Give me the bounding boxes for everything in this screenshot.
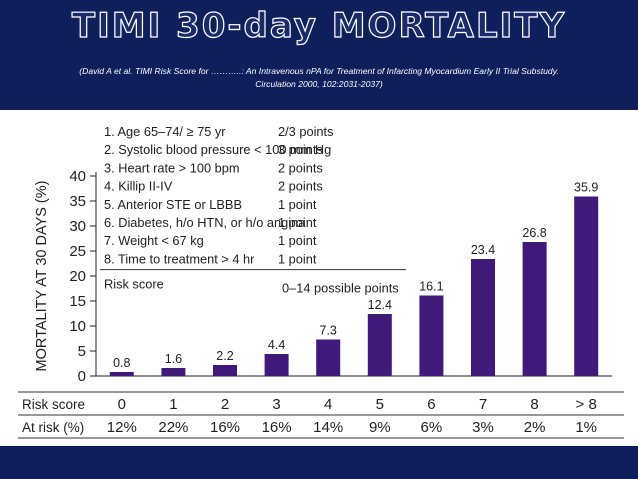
- legend-item-points: 1 point: [278, 251, 317, 266]
- table-cell: 2%: [524, 419, 546, 436]
- legend-item-points: 2/3 points: [278, 124, 334, 139]
- y-tick-label: 35: [69, 193, 86, 210]
- bottom-band: [0, 446, 638, 479]
- table-cell: > 8: [576, 396, 597, 413]
- table-cell: 9%: [369, 419, 391, 436]
- legend-item-label: 3. Heart rate > 100 bpm: [104, 160, 240, 175]
- bar: [213, 365, 237, 376]
- bar: [161, 368, 186, 376]
- bar-value-label: 23.4: [471, 243, 495, 257]
- table-cell: 4: [324, 396, 332, 413]
- legend-item-points: 2 points: [278, 179, 323, 194]
- y-tick-label: 10: [69, 318, 86, 335]
- bar-value-label: 2.2: [216, 349, 233, 363]
- slide-title: TIMI 30-day MORTALITY: [71, 5, 567, 46]
- legend-item-label: 4. Killip II-IV: [104, 179, 173, 194]
- y-axis-label: MORTALITY AT 30 DAYS (%): [34, 181, 50, 372]
- table-cell: 6: [427, 396, 435, 413]
- bars: 0.8 1.6 2.2 4.4 7.3 12.4 16.1 23.4 26.8 35.9: [109, 181, 599, 376]
- legend-item-label: 8. Time to treatment > 4 hr: [104, 251, 255, 266]
- y-tick-label: 5: [78, 343, 86, 360]
- legend-item-label: 1. Age 65–74/ ≥ 75 yr: [104, 124, 226, 139]
- table-cell: 12%: [107, 419, 137, 436]
- table-cell: 5: [376, 396, 384, 413]
- bar-value-label: 26.8: [522, 226, 546, 240]
- y-tick-label: 30: [69, 218, 86, 235]
- bar-value-label: 0.8: [113, 356, 130, 370]
- legend-item-points: 1 point: [278, 197, 317, 212]
- table-cell: 3: [272, 396, 280, 413]
- risk-factor-legend: 1. Age 65–74/ ≥ 75 yr 2/3 points 2. Systol…: [100, 124, 406, 296]
- citation-line-1: (David A et al. TIMI Risk Score for ……….…: [79, 66, 559, 76]
- y-tick-label: 15: [69, 293, 86, 310]
- table-row-label: At risk (%): [22, 420, 84, 435]
- bar: [419, 295, 444, 376]
- legend-item-label: 5. Anterior STE or LBBB: [104, 197, 242, 212]
- bar: [264, 354, 289, 376]
- table-cell: 3%: [472, 419, 494, 436]
- bar-value-label: 16.1: [419, 280, 443, 294]
- table-cell: 16%: [262, 419, 292, 436]
- bar: [367, 314, 392, 376]
- table-cell: 2: [221, 396, 229, 413]
- legend-footer-label: Risk score: [104, 277, 164, 292]
- y-tick-label: 0: [78, 368, 86, 385]
- bar-value-label: 1.6: [165, 352, 182, 366]
- table-cell: 1: [169, 396, 177, 413]
- legend-item-points: 2 points: [278, 160, 323, 175]
- table-cell: 1%: [575, 419, 597, 436]
- bar: [316, 339, 341, 376]
- legend-item-points: 1 point: [278, 215, 317, 230]
- table-cell: 0: [118, 396, 126, 413]
- y-tick-label: 40: [69, 168, 86, 185]
- chart-panel: 0 5 10 15 20 25 30 35 40 MORTALITY AT 30 DAYS (%)…: [0, 110, 638, 446]
- bar-value-label: 35.9: [574, 181, 598, 195]
- citation: (David A et al. TIMI Risk Score for ……….…: [0, 65, 638, 91]
- legend-item-points: 1 point: [278, 233, 317, 248]
- y-tick-label: 25: [69, 243, 86, 260]
- y-axis: 0 5 10 15 20 25 30 35 40 MORTALITY AT 30 DAYS (%): [34, 168, 612, 385]
- legend-item-label: 7. Weight < 67 kg: [104, 233, 204, 248]
- legend-footer-value: 0–14 possible points: [282, 281, 399, 296]
- citation-line-2: Circulation 2000, 102:2031-2037): [255, 79, 383, 89]
- bar-value-label: 4.4: [268, 338, 285, 352]
- table-cell: 6%: [421, 419, 443, 436]
- legend-item-points: 3 points: [278, 142, 323, 157]
- table-cell: 8: [530, 396, 538, 413]
- bar: [574, 196, 599, 376]
- legend-item-label: 6. Diabetes, h/o HTN, or h/o angina: [104, 215, 306, 230]
- bar: [522, 242, 547, 376]
- risk-table: Risk score 0 1 2 3 4 5 6 7 8 > 8 At risk (%) 12% 22% 1…: [18, 391, 624, 439]
- table-cell: 16%: [210, 419, 240, 436]
- y-tick-label: 20: [69, 268, 86, 285]
- bar-value-label: 7.3: [320, 324, 337, 338]
- table-cell: 14%: [313, 419, 343, 436]
- legend-item-label: 2. Systolic blood pressure < 100 mm Hg: [104, 142, 331, 157]
- table-row-label: Risk score: [22, 397, 85, 412]
- table-cell: 22%: [158, 419, 188, 436]
- bar: [109, 372, 134, 376]
- table-cell: 7: [479, 396, 487, 413]
- bar: [471, 259, 495, 376]
- bar-value-label: 12.4: [368, 298, 392, 312]
